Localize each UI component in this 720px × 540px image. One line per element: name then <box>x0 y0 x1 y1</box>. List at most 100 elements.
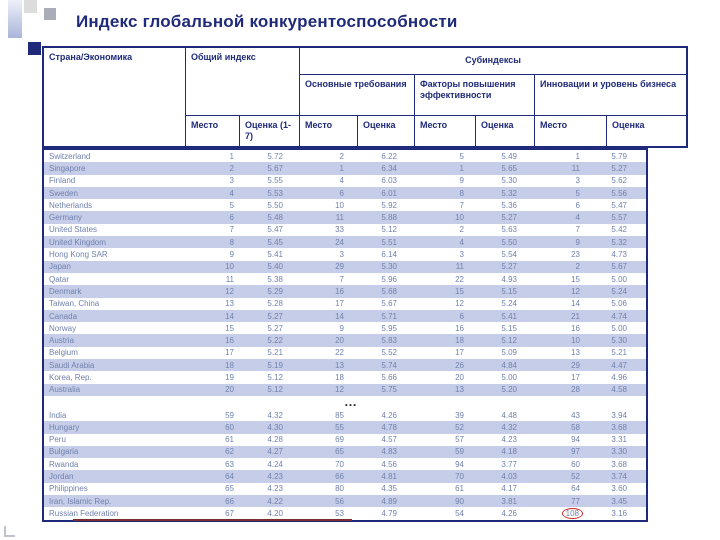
innovation-score-cell: 5.06 <box>611 299 627 309</box>
header-basic-score: Оценка <box>358 116 414 146</box>
innovation-score-cell: 5.00 <box>611 323 627 333</box>
overall-score-cell: 5.67 <box>267 163 283 173</box>
efficiency-rank-cell: 17 <box>455 348 464 358</box>
innovation-score-cell: 3.45 <box>611 496 627 506</box>
overall-score-cell: 5.22 <box>267 336 283 346</box>
efficiency-score-cell: 5.00 <box>501 372 517 382</box>
highlight-circle: 108 <box>561 507 583 519</box>
country-cell: Qatar <box>49 274 70 284</box>
innovation-rank-cell: 9 <box>575 237 580 247</box>
basic-rank-cell: 80 <box>335 484 344 494</box>
efficiency-rank-cell: 9 <box>459 176 464 186</box>
template-logo-square <box>28 42 41 55</box>
basic-rank-cell: 10 <box>335 200 344 210</box>
overall-rank-cell: 6 <box>229 213 234 223</box>
efficiency-rank-cell: 10 <box>455 213 464 223</box>
efficiency-score-cell: 4.17 <box>501 484 517 494</box>
basic-rank-cell: 3 <box>339 250 344 260</box>
page-title: Индекс глобальной конкурентоспособности <box>76 12 458 31</box>
efficiency-rank-cell: 26 <box>455 360 464 370</box>
efficiency-score-cell: 4.03 <box>501 472 517 482</box>
efficiency-rank-cell: 5 <box>459 151 464 161</box>
table-row: Netherlands 5 5.50 10 5.92 7 5.36 6 5.47 <box>44 199 646 211</box>
overall-score-cell: 4.28 <box>267 435 283 445</box>
overall-rank-cell: 18 <box>225 360 234 370</box>
country-cell: Sweden <box>49 188 78 198</box>
basic-rank-cell: 85 <box>335 410 344 420</box>
table-row: Denmark 12 5.29 16 5.68 15 5.15 12 5.24 <box>44 285 646 298</box>
efficiency-rank-cell: 11 <box>455 262 464 272</box>
country-cell: Hungary <box>49 422 80 432</box>
basic-rank-cell: 4 <box>339 176 344 186</box>
innovation-rank-cell: 1 <box>575 151 580 161</box>
overall-rank-cell: 15 <box>225 323 234 333</box>
basic-score-cell: 6.03 <box>381 176 397 186</box>
basic-score-cell: 4.35 <box>381 484 397 494</box>
innovation-score-cell: 5.27 <box>611 163 627 173</box>
efficiency-rank-cell: 59 <box>455 447 464 457</box>
overall-score-cell: 5.19 <box>267 360 283 370</box>
table-row: Canada 14 5.27 14 5.71 6 5.41 21 4.74 <box>44 309 646 323</box>
table-row: Philippines 65 4.23 80 4.35 61 4.17 64 3.60 <box>44 483 646 495</box>
table-row: Austria 16 5.22 20 5.83 18 5.12 10 5.30 <box>44 334 646 347</box>
overall-rank-cell: 1 <box>229 151 234 161</box>
basic-rank-cell: 70 <box>335 459 344 469</box>
innovation-rank-cell: 64 <box>571 484 580 494</box>
overall-score-cell: 5.28 <box>267 299 283 309</box>
innovation-rank-cell: 16 <box>571 323 580 333</box>
efficiency-score-cell: 5.15 <box>501 286 517 296</box>
country-cell: Canada <box>49 311 78 321</box>
overall-score-cell: 5.72 <box>267 151 283 161</box>
overall-rank-cell: 3 <box>229 176 234 186</box>
template-logo-square <box>24 0 37 13</box>
overall-score-cell: 5.12 <box>267 372 283 382</box>
country-cell: Iran, Islamic Rep. <box>49 496 112 506</box>
table-row: India 59 4.32 85 4.26 39 4.48 43 3.94 <box>44 409 646 421</box>
efficiency-score-cell: 5.27 <box>501 262 517 272</box>
basic-rank-cell: 24 <box>335 237 344 247</box>
header-group-basic-requirements: Основные требования <box>300 75 414 115</box>
efficiency-score-cell: 5.54 <box>501 250 517 260</box>
basic-score-cell: 4.89 <box>381 496 397 506</box>
country-cell: Singapore <box>49 163 86 173</box>
innovation-score-cell: 5.42 <box>611 225 627 235</box>
template-logo-bar <box>8 0 22 38</box>
table-row: Finland 3 5.55 4 6.03 9 5.30 3 5.62 <box>44 175 646 187</box>
innovation-score-cell: 5.57 <box>611 213 627 223</box>
table-row: Belgium 17 5.21 22 5.52 17 5.09 13 5.21 <box>44 347 646 359</box>
basic-rank-cell: 11 <box>335 213 344 223</box>
basic-score-cell: 4.81 <box>381 472 397 482</box>
basic-score-cell: 5.95 <box>381 323 397 333</box>
efficiency-rank-cell: 6 <box>459 311 464 321</box>
overall-score-cell: 5.41 <box>267 250 283 260</box>
basic-score-cell: 5.67 <box>381 299 397 309</box>
basic-rank-cell: 1 <box>339 163 344 173</box>
overall-score-cell: 5.45 <box>267 237 283 247</box>
efficiency-rank-cell: 7 <box>459 200 464 210</box>
table-row: Norway 15 5.27 9 5.95 16 5.15 16 5.00 <box>44 322 646 334</box>
efficiency-score-cell: 3.77 <box>501 459 517 469</box>
overall-rank-cell: 62 <box>225 447 234 457</box>
innovation-score-cell: 4.73 <box>611 250 627 260</box>
basic-score-cell: 5.71 <box>381 311 397 321</box>
efficiency-score-cell: 5.20 <box>501 385 517 395</box>
overall-score-cell: 5.55 <box>267 176 283 186</box>
table-row: Switzerland 1 5.72 2 6.22 5 5.49 1 5.79 <box>44 150 646 162</box>
table-row: Rwanda 63 4.24 70 4.56 94 3.77 60 3.68 <box>44 458 646 470</box>
country-cell: Australia <box>49 385 81 395</box>
basic-score-cell: 6.14 <box>381 250 397 260</box>
overall-rank-cell: 64 <box>225 472 234 482</box>
innovation-score-cell: 3.16 <box>611 508 627 518</box>
table-row: Australia 20 5.12 12 5.75 13 5.20 28 4.58 <box>44 383 646 396</box>
country-cell: Taiwan, China <box>49 299 100 309</box>
basic-rank-cell: 9 <box>339 323 344 333</box>
efficiency-score-cell: 5.24 <box>501 299 517 309</box>
header-overall-score: Оценка (1-7) <box>240 116 299 146</box>
innovation-score-cell: 5.62 <box>611 176 627 186</box>
overall-score-cell: 4.24 <box>267 459 283 469</box>
overall-rank-cell: 14 <box>225 311 234 321</box>
country-cell: Norway <box>49 323 77 333</box>
overall-score-cell: 5.53 <box>267 188 283 198</box>
template-corner-mark <box>4 526 15 537</box>
basic-score-cell: 5.66 <box>381 372 397 382</box>
